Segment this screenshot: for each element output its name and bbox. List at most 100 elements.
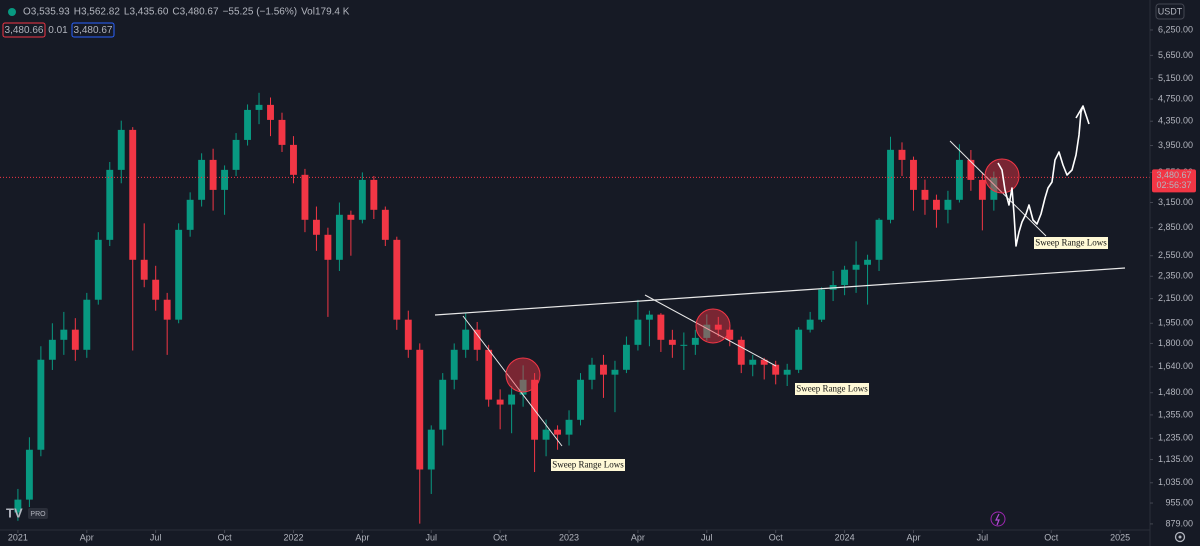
candle-body [175,229,183,320]
candle-body [645,314,653,320]
status-dot [8,8,16,16]
annotation: Sweep Range Lows [1035,238,1107,248]
candle-body [48,339,56,360]
y-tick-label: 3,950.00 [1158,140,1193,150]
candle-body [14,499,22,513]
bid: 3,480.66 [5,25,44,36]
highlight-circle [695,308,731,344]
candle-body [301,174,309,220]
legend-header: O 3,535.93 H 3,562.82 L 3,435.60 C 3,480.67 −55.… [23,7,350,18]
ohlc-label: O [23,7,31,18]
candle-body [347,214,355,220]
candle-body [416,349,424,470]
candle-body [864,259,871,265]
last-price-pill [1152,169,1196,193]
candle-body [657,314,665,340]
y-tick-label: 2,550.00 [1158,250,1193,260]
lightning-bolt [995,513,1000,526]
logo-badge-box [28,508,48,519]
annotation-box [1034,237,1108,249]
candle-body [370,179,378,210]
logo-badge: PRO [30,511,46,518]
x-tick-label: 2021 [8,532,28,542]
x-tick-label: 2024 [835,532,855,542]
annotation-box [795,383,869,395]
x-tick-label: Oct [1044,532,1059,542]
y-tick-label: 2,150.00 [1158,293,1193,303]
candle-body [381,209,389,240]
candle-body [749,359,757,365]
candle-body [818,289,826,320]
ohlc-label: L [124,7,130,18]
candle-body [485,349,493,400]
candle-body [691,337,699,345]
candle-body [37,359,45,450]
ask-box[interactable] [71,22,115,38]
logo: TV PRO [6,505,48,520]
x-tick-label: Oct [769,532,784,542]
candle-body [588,364,596,380]
candle-body [129,129,137,260]
candle-body [404,319,412,350]
candle-body [198,159,206,200]
candle-body [795,329,803,370]
ohlc-value: 3,535.93 [31,7,70,18]
bid-box[interactable] [2,22,46,38]
candle-body [106,169,114,240]
y-tick-label: 1,355.00 [1158,409,1193,419]
candle-body [611,369,619,375]
candle-body [358,179,366,220]
candle-body [508,394,516,405]
candle-body [94,239,102,300]
ohlc-label: C [172,7,179,18]
settings-icon[interactable] [1174,531,1186,543]
x-tick-label: Jul [425,532,437,542]
y-tick-label: 5,150.00 [1158,73,1193,83]
currency-button[interactable] [1155,3,1185,20]
x-tick-label: Jul [150,532,162,542]
candle-body [921,189,929,200]
y-tick-label: 2,850.00 [1158,222,1193,232]
candle-body [772,364,780,375]
x-tick-label: Apr [80,532,94,542]
candle-body [278,119,286,145]
ohlc-value: 3,480.67 [180,7,219,18]
candle-body [519,379,527,395]
annotation: Sweep Range Lows [796,384,868,394]
candle-body [427,429,435,470]
lightning-icon[interactable] [990,511,1006,527]
candle-body [875,219,883,260]
trend-line [644,294,777,367]
candle-body [955,159,963,200]
candle-body [221,169,229,190]
x-tick-label: Oct [493,532,508,542]
candle-body [140,259,148,280]
candle-body [450,349,458,380]
candle-body [152,279,160,300]
currency: USDT [1158,6,1183,16]
y-tick-label: 955.00 [1165,497,1193,507]
candle-body [990,177,998,200]
y-tick-label: 1,235.00 [1158,433,1193,443]
candle-body [600,364,607,375]
candle-body [910,159,917,190]
candle-body [726,329,734,340]
y-tick-label: 1,800.00 [1158,338,1193,348]
y-tick-label: 2,350.00 [1158,271,1193,281]
x-tick-label: 2022 [283,532,303,542]
trend-line [462,315,563,447]
ohlc-label: H [74,7,81,18]
x-tick-label: Apr [906,532,920,542]
highlight-circle [984,158,1020,194]
projection-path [997,105,1090,247]
y-tick-label: 3,150.00 [1158,197,1193,207]
candle-body [335,214,343,260]
volume-label: Vol [301,7,315,18]
settings-icon-center [1178,535,1182,539]
x-tick-label: 2025 [1110,532,1130,542]
change: −55.25 (−1.56%) [223,7,298,18]
x-tick-label: Oct [218,532,233,542]
